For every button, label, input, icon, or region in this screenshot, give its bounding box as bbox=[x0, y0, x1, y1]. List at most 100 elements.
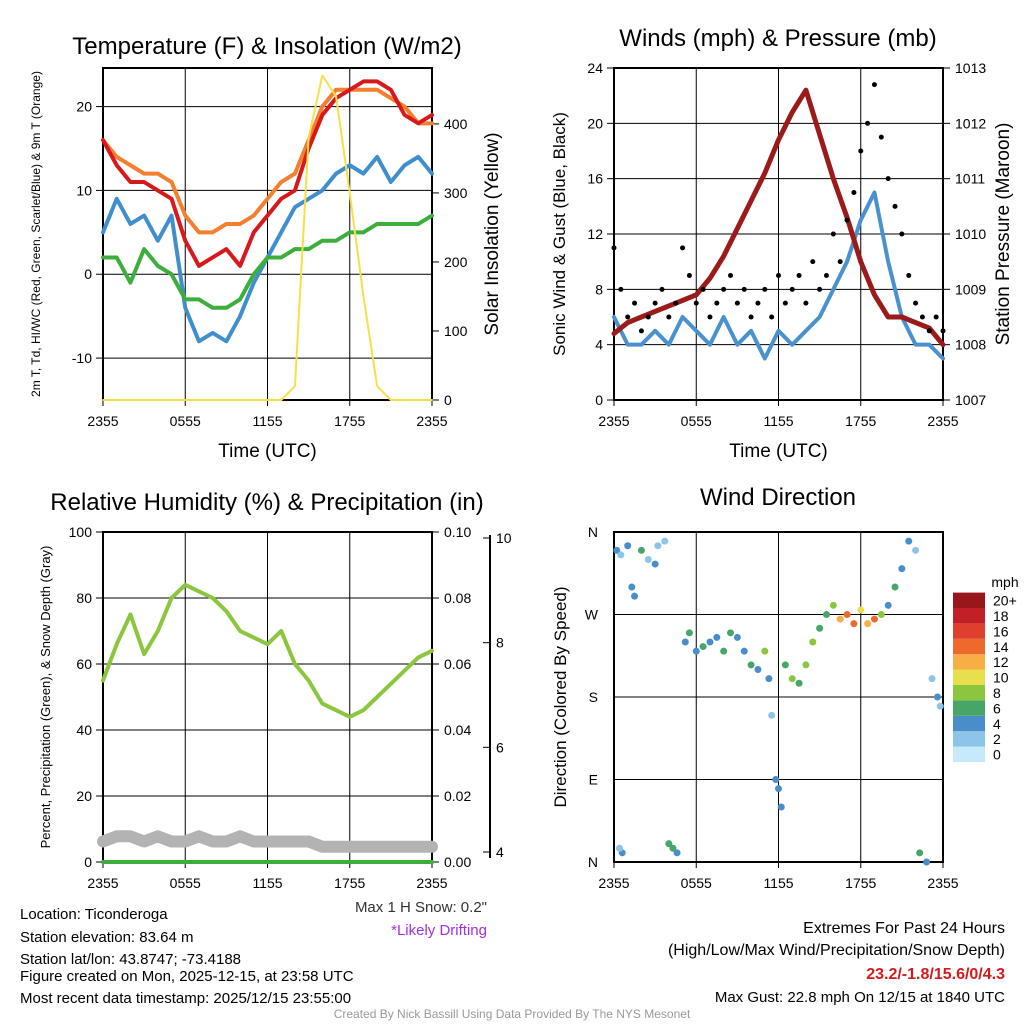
y-tick-label: E bbox=[589, 772, 598, 788]
extremes-subtitle: (High/Low/Max Wind/Precipitation/Snow De… bbox=[667, 942, 1005, 959]
gust-point bbox=[666, 314, 672, 320]
x-tick-label: 2355 bbox=[416, 875, 447, 891]
series-line-9m-t bbox=[101, 87, 434, 235]
gust-point bbox=[618, 286, 624, 292]
gust-point bbox=[926, 328, 932, 334]
gust-point bbox=[919, 314, 925, 320]
direction-point bbox=[631, 592, 639, 600]
gust-point bbox=[865, 120, 871, 126]
chart-title: Wind Direction bbox=[700, 484, 856, 511]
colorbar-title: mph bbox=[991, 574, 1018, 590]
y3-tick-label: 6 bbox=[496, 739, 504, 755]
y-tick-label: 16 bbox=[587, 171, 603, 187]
direction-point bbox=[761, 647, 769, 655]
y2-tick-label: 0.00 bbox=[444, 854, 471, 870]
direction-point bbox=[669, 844, 677, 852]
direction-point bbox=[775, 785, 782, 793]
colorbar-swatch bbox=[953, 715, 985, 732]
series-line-pressure bbox=[611, 87, 946, 348]
colorbar-swatch bbox=[953, 731, 985, 747]
colorbar-swatch bbox=[953, 669, 985, 685]
y-axis-label: Direction (Colored By Speed) bbox=[551, 586, 570, 807]
direction-point bbox=[802, 661, 810, 669]
gust-point bbox=[728, 273, 734, 278]
series-line-td bbox=[101, 213, 434, 310]
colorbar-label: 20+ bbox=[993, 593, 1017, 609]
colorbar-swatch bbox=[953, 592, 985, 608]
direction-point bbox=[850, 620, 858, 628]
x-tick-label: 1155 bbox=[252, 875, 282, 891]
direction-point bbox=[898, 565, 906, 573]
colorbar-label: 8 bbox=[993, 685, 1001, 701]
gust-point bbox=[885, 176, 891, 182]
y-tick-label: 100 bbox=[69, 524, 93, 540]
gust-point bbox=[693, 300, 699, 306]
colorbar-label: 6 bbox=[993, 700, 1001, 716]
plot-frame bbox=[613, 67, 944, 401]
direction-point bbox=[644, 556, 652, 563]
colorbar-label: 12 bbox=[993, 654, 1009, 670]
gust-point bbox=[686, 273, 692, 278]
direction-point bbox=[665, 840, 673, 848]
direction-point bbox=[624, 542, 632, 550]
x-tick-label: 2355 bbox=[87, 875, 118, 891]
max-gust-text: Max Gust: 22.8 mph On 12/15 at 1840 UTC bbox=[714, 989, 1005, 1006]
x-tick-label: 2355 bbox=[598, 413, 629, 429]
chart-title: Winds (mph) & Pressure (mb) bbox=[619, 25, 936, 52]
y3-tick-label: 4 bbox=[496, 844, 504, 860]
series-line-wind bbox=[612, 190, 945, 361]
y3-tick-label: 10 bbox=[496, 530, 512, 546]
direction-point bbox=[934, 693, 942, 701]
extremes-title: Extremes For Past 24 Hours bbox=[803, 920, 1005, 937]
direction-point bbox=[651, 560, 659, 568]
plot-frame bbox=[613, 531, 944, 863]
gust-point bbox=[899, 231, 905, 237]
direction-point bbox=[864, 620, 872, 628]
y-tick-label: 12 bbox=[587, 226, 603, 242]
x-axis-label: Time (UTC) bbox=[218, 441, 317, 462]
gust-point bbox=[632, 300, 638, 306]
direction-point bbox=[795, 679, 803, 687]
extremes-values: 23.2/-1.8/15.6/0/4.3 bbox=[866, 966, 1005, 983]
gust-point bbox=[611, 245, 617, 251]
gust-point bbox=[823, 273, 829, 278]
y-tick-label: S bbox=[589, 689, 598, 705]
direction-point bbox=[843, 611, 851, 618]
direction-point bbox=[681, 638, 689, 646]
y2-tick-label: 0.06 bbox=[444, 656, 471, 672]
direction-point bbox=[628, 583, 636, 591]
colorbar-swatch bbox=[953, 700, 985, 716]
chart-title: Relative Humidity (%) & Precipitation (i… bbox=[50, 489, 483, 516]
colorbar-swatch bbox=[953, 685, 985, 701]
x-tick-label: 2355 bbox=[416, 413, 447, 429]
direction-point bbox=[877, 611, 885, 618]
y-tick-label: 8 bbox=[595, 281, 603, 297]
direction-point bbox=[706, 638, 714, 646]
gust-point bbox=[741, 286, 747, 292]
colorbar-swatch bbox=[953, 746, 985, 762]
direction-point bbox=[615, 844, 623, 852]
gust-point bbox=[625, 314, 631, 320]
direction-point bbox=[613, 546, 621, 554]
direction-point bbox=[661, 537, 669, 545]
elevation-text: Station elevation: 83.64 m bbox=[20, 929, 194, 946]
x-tick-label: 0555 bbox=[170, 413, 201, 429]
y-tick-label: 20 bbox=[76, 99, 92, 115]
direction-point bbox=[916, 849, 924, 857]
direction-point bbox=[685, 629, 693, 637]
gust-point bbox=[652, 300, 658, 306]
colorbar-swatch bbox=[953, 623, 985, 639]
gust-point bbox=[782, 300, 788, 306]
direction-point bbox=[692, 647, 700, 655]
gust-point bbox=[673, 300, 679, 306]
y-tick-label: N bbox=[588, 524, 598, 540]
direction-point bbox=[777, 803, 785, 811]
x-tick-label: 0555 bbox=[681, 875, 712, 891]
gust-point bbox=[707, 314, 713, 320]
y2-tick-label: 0.08 bbox=[444, 590, 471, 606]
x-tick-label: 2355 bbox=[927, 875, 958, 891]
x-tick-label: 1755 bbox=[334, 413, 365, 429]
direction-point bbox=[905, 537, 913, 545]
direction-point bbox=[923, 858, 931, 866]
